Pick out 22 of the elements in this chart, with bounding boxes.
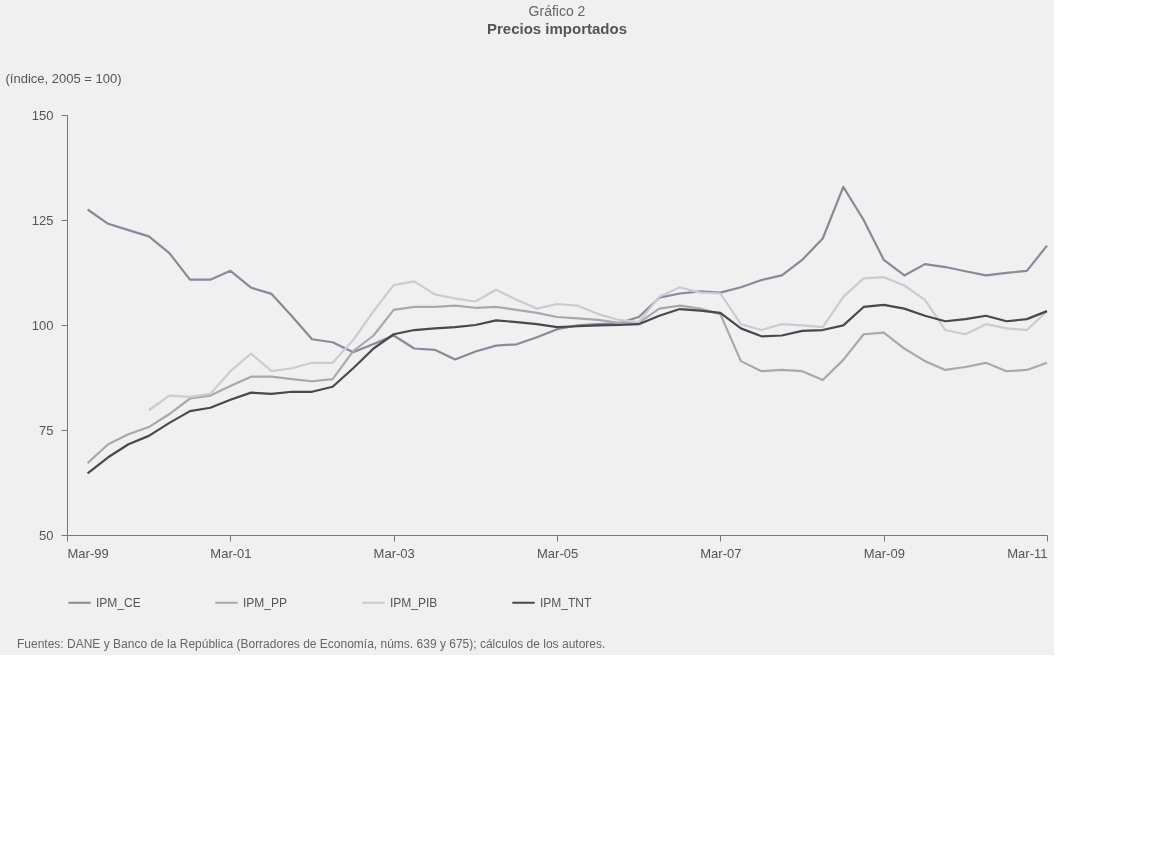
legend-label: IPM_TNT — [540, 595, 592, 610]
x-tick-label: Mar-07 — [700, 545, 742, 561]
y-tick-label: 50 — [39, 527, 54, 543]
y-tick-label: 100 — [31, 317, 54, 333]
line-series — [86, 185, 1049, 361]
legend-label: IPM_PP — [243, 595, 288, 610]
x-tick-label: Mar-01 — [210, 545, 252, 561]
y-tick-label: 75 — [39, 422, 54, 438]
line-series — [147, 276, 1049, 412]
legend-label: IPM_PIB — [390, 595, 438, 610]
x-tick-label: Mar-03 — [373, 545, 415, 561]
y-tick-label: 125 — [31, 212, 54, 228]
source-note: Fuentes: DANE y Banco de la República (Borradores de Economía, núms. 639 y 675); cálculos de los autores. — [17, 637, 606, 651]
legend-label: IPM_CE — [96, 595, 141, 610]
y-axis-title: (índice, 2005 = 100) — [5, 70, 122, 86]
y-tick-label: 150 — [31, 107, 54, 123]
x-tick-label: Mar-11 — [1007, 545, 1048, 561]
x-tick-label: Mar-05 — [537, 545, 579, 561]
chart-title: Gráfico 2 — [528, 3, 586, 19]
chart-subtitle: Precios importados — [486, 20, 628, 37]
x-tick-label: Mar-99 — [67, 545, 109, 561]
x-tick-label: Mar-09 — [863, 545, 905, 561]
